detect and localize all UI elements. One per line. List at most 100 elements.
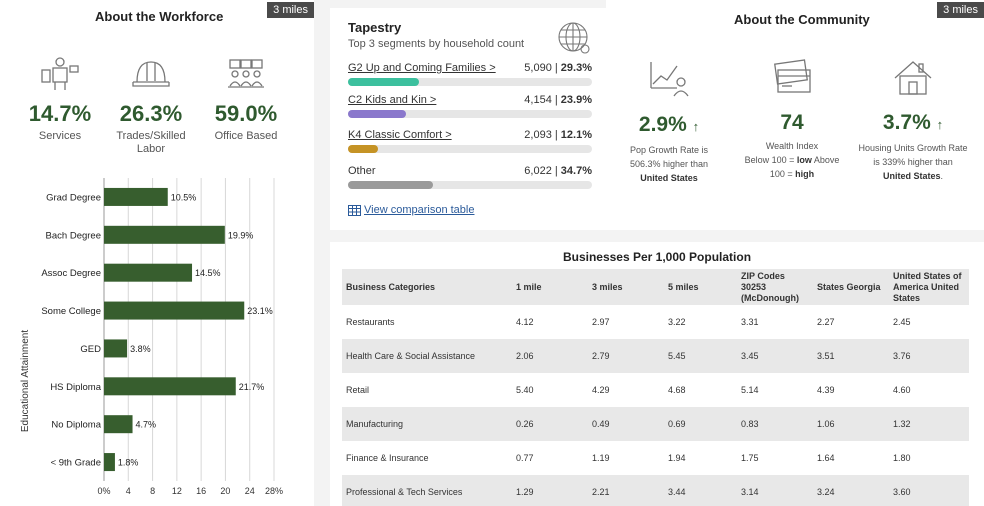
house-icon: [894, 61, 932, 95]
table-header-cell: States Georgia: [813, 269, 889, 305]
chart-bar: [104, 415, 133, 434]
view-comparison-table-label: View comparison table: [364, 204, 475, 216]
chart-value-label: 19.9%: [228, 230, 254, 240]
tapestry-segment-pct: 12.1%: [560, 129, 592, 141]
pop-growth-compare-area: United States: [640, 173, 698, 183]
tapestry-segment-track: [348, 78, 592, 86]
table-category-cell: Manufacturing: [342, 407, 512, 441]
tapestry-segment-stats: 4,154 | 23.9%: [524, 94, 592, 106]
chart-bar: [104, 339, 128, 358]
chart-value-label: 10.5%: [171, 192, 197, 202]
chart-x-tick-label: 12: [172, 486, 182, 496]
tapestry-segment-count: 6,022: [524, 165, 552, 177]
tapestry-segment-count: 4,154: [524, 94, 552, 106]
chart-x-tick-label: 8: [150, 486, 155, 496]
table-value-cell: 5.45: [664, 339, 737, 373]
office-team-icon: [228, 59, 264, 88]
tapestry-segment-name[interactable]: G2 Up and Coming Families >: [348, 62, 496, 74]
table-row: Finance & Insurance 0.77 1.19 1.94 1.75 1.64 1…: [342, 441, 969, 475]
tapestry-segment-sep: |: [554, 62, 558, 74]
chart-value-label: 14.5%: [195, 268, 221, 278]
wealth-low-text: low: [796, 155, 812, 165]
wealth-below-text: Below 100 =: [744, 155, 795, 165]
table-header-cell: 3 miles: [588, 269, 664, 305]
wealth-index-value: 74: [780, 111, 804, 134]
housing-growth-up-arrow-icon: ↑: [936, 117, 944, 132]
table-value-cell: 4.29: [592, 385, 610, 395]
tapestry-segment: G2 Up and Coming Families > 5,090 | 29.3%: [348, 62, 592, 92]
chart-y-axis-label: Educational Attainment: [20, 330, 31, 433]
globe-grid-icon: [558, 22, 590, 54]
table-header-cell: ZIP Codes 30253 (McDonough): [737, 269, 813, 305]
table-value-cell: 3.24: [813, 475, 889, 506]
workforce-title: About the Workforce: [95, 9, 224, 24]
tapestry-segment-fill: [348, 110, 407, 118]
table-value-cell: 4.68: [668, 385, 686, 395]
table-value-cell: 0.26: [512, 407, 588, 441]
table-value-cell: 2.27: [817, 317, 835, 327]
workforce-panel: About the Workforce 3 miles 14.7% Servic…: [0, 0, 314, 506]
view-comparison-table-link[interactable]: View comparison table: [348, 204, 474, 216]
table-category-cell: Health Care & Social Assistance: [342, 339, 512, 373]
chart-category-label: < 9th Grade: [51, 458, 101, 469]
chart-value-label: 21.7%: [239, 382, 265, 392]
tapestry-segment-name[interactable]: C2 Kids and Kin >: [348, 94, 437, 106]
office-label: Office Based: [214, 130, 278, 142]
table-value-cell: 3.45: [737, 339, 813, 373]
trades-stat: 26.3% Trades/Skilled Labor: [103, 56, 199, 156]
table-value-cell: 0.77: [516, 453, 534, 463]
table-value-cell: 3.51: [813, 339, 889, 373]
chart-x-tick-label: 28%: [265, 486, 283, 496]
table-value-cell: 2.97: [592, 317, 610, 327]
table-row: Health Care & Social Assistance 2.06 2.79 5…: [342, 339, 969, 373]
table-value-cell: 2.79: [588, 339, 664, 373]
tapestry-segment: C2 Kids and Kin > 4,154 | 23.9%: [348, 94, 592, 124]
tapestry-subtitle: Top 3 segments by household count: [348, 38, 525, 50]
table-row: Retail 5.40 4.29 4.68 5.14 4.39 4.60: [342, 373, 969, 407]
table-row: Manufacturing 0.26 0.49 0.69 0.83 1.06 1.32: [342, 407, 969, 441]
table-value-cell: 0.83: [737, 407, 813, 441]
education-bar-chart: Grad Degree Bach Degree Assoc Degree Some C…: [20, 178, 283, 496]
housing-growth-stat: 3.7% ↑ Housing Units Growth Rate is 339%…: [858, 58, 968, 183]
table-value-cell: 1.64: [817, 453, 835, 463]
table-value-cell: 1.19: [592, 453, 610, 463]
table-value-cell: 1.32: [889, 407, 969, 441]
tapestry-segment-sep: |: [554, 94, 558, 106]
tapestry-segment-track: [348, 181, 592, 189]
table-value-cell: 1.94: [668, 453, 686, 463]
hard-hat-icon: [132, 61, 170, 87]
community-title: About the Community: [734, 12, 870, 27]
chart-category-label: No Diploma: [51, 420, 101, 431]
housing-growth-period: .: [940, 171, 944, 181]
tapestry-segment-count: 2,093: [524, 129, 552, 141]
tapestry-segment-stats: 6,022 | 34.7%: [524, 165, 592, 177]
tapestry-segment-name[interactable]: K4 Classic Comfort >: [348, 129, 452, 141]
chart-bar: [104, 263, 193, 282]
credit-card-icon: [774, 59, 811, 93]
pop-growth-stat: 2.9% ↑ Pop Growth Rate is 506.3% higher …: [614, 58, 724, 185]
table-icon: [348, 204, 361, 216]
office-value: 59.0%: [214, 101, 278, 126]
tapestry-segment-fill: [348, 181, 433, 189]
housing-growth-value: 3.7%: [882, 111, 931, 134]
businesses-table: Business Categories 1 mile 3 miles 5 miles Z…: [342, 269, 969, 506]
table-value-cell: 3.14: [737, 475, 813, 506]
table-category-cell: Retail: [346, 385, 370, 395]
chart-category-label: Assoc Degree: [41, 268, 101, 279]
chart-category-label: HS Diploma: [50, 382, 101, 393]
services-worker-icon: [41, 57, 79, 90]
chart-x-tick-label: 0%: [97, 486, 110, 496]
table-header-row: Business Categories 1 mile 3 miles 5 miles Z…: [342, 269, 969, 305]
chart-bar: [104, 187, 168, 206]
table-value-cell: 3.60: [889, 475, 969, 506]
table-value-cell: 3.22: [668, 317, 686, 327]
table-value-cell: 1.06: [813, 407, 889, 441]
housing-growth-compare-area: United States: [882, 171, 941, 181]
growth-chart-person-icon: [650, 62, 689, 97]
tapestry-segment-count: 5,090: [524, 62, 552, 74]
table-value-cell: 4.12: [516, 317, 534, 327]
chart-x-tick-label: 4: [126, 486, 131, 496]
tapestry-segment-track: [348, 110, 592, 118]
businesses-title: Businesses Per 1,000 Population: [562, 250, 752, 264]
table-value-cell: 3.76: [889, 339, 969, 373]
